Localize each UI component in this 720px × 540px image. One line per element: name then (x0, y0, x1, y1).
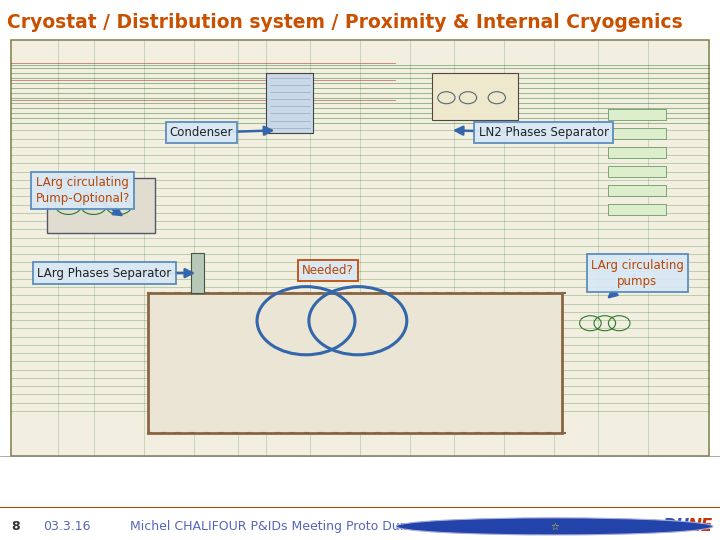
Bar (191, 253, 204, 293)
Text: DU: DU (662, 517, 690, 535)
Text: 03.3.16: 03.3.16 (43, 520, 91, 533)
Bar (0, 507, 720, 508)
Text: 8: 8 (11, 520, 19, 533)
Text: Cryostat / Distribution system / Proximity & Internal Cryogenics: Cryostat / Distribution system / Proximi… (7, 12, 683, 31)
Bar (608, 166, 666, 178)
Text: Michel CHALIFOUR P&IDs Meeting Proto Dune-DP-NP02: Michel CHALIFOUR P&IDs Meeting Proto Dun… (130, 520, 474, 533)
Bar (47, 178, 155, 233)
Bar (266, 73, 313, 133)
Bar (11, 40, 709, 456)
Bar (608, 147, 666, 158)
Bar (608, 109, 666, 120)
Text: LArg circulating
pumps: LArg circulating pumps (591, 259, 683, 288)
Text: Needed?: Needed? (302, 264, 354, 277)
Bar (432, 73, 518, 120)
Text: LN2 Phases Separator: LN2 Phases Separator (479, 126, 608, 139)
Text: LArg circulating
Pump-Optional?: LArg circulating Pump-Optional? (35, 176, 130, 205)
Bar (608, 129, 666, 139)
Text: ☆: ☆ (550, 522, 559, 531)
Text: NE: NE (688, 517, 713, 535)
Bar (608, 205, 666, 215)
Text: LArg Phases Separator: LArg Phases Separator (37, 267, 171, 280)
Bar (148, 293, 562, 434)
Bar (608, 185, 666, 197)
Text: Condenser: Condenser (170, 126, 233, 139)
Circle shape (396, 518, 713, 535)
